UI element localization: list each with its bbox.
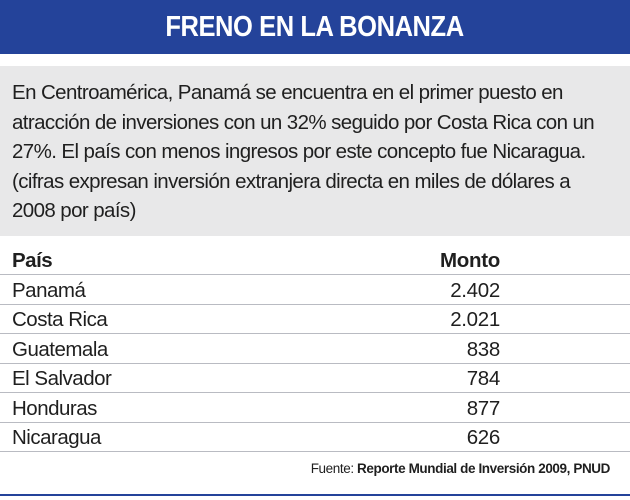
country-cell: Panamá <box>12 278 86 302</box>
table-row: Guatemala 838 <box>0 334 630 364</box>
amount-cell: 838 <box>466 337 501 361</box>
source-name: Reporte Mundial de Inversión 2009, PNUD <box>357 461 610 476</box>
table-row: Nicaragua 626 <box>0 423 630 452</box>
amount-cell: 877 <box>466 396 501 420</box>
country-cell: Costa Rica <box>12 308 108 331</box>
table-row: El Salvador 784 <box>0 364 630 393</box>
table-row: Costa Rica 2.021 <box>0 305 630 334</box>
intro-text: En Centroamérica, Panamá se encuentra en… <box>12 81 595 223</box>
page-title: FRENO EN LA BONANZA <box>165 10 465 43</box>
amount-cell: 784 <box>466 367 501 390</box>
amount-cell: 626 <box>466 426 501 449</box>
header-banner: FRENO EN LA BONANZA <box>0 0 630 54</box>
column-header-country: País <box>12 249 53 272</box>
country-cell: Nicaragua <box>12 426 101 449</box>
country-cell: Honduras <box>12 396 97 420</box>
column-header-amount: Monto <box>440 249 500 272</box>
amount-cell: 2.021 <box>450 308 500 331</box>
intro-box: En Centroamérica, Panamá se encuentra en… <box>0 66 630 236</box>
source-label: Fuente: <box>310 461 354 476</box>
country-cell: Guatemala <box>12 337 108 361</box>
table-row: Panamá 2.402 <box>0 275 630 305</box>
source-note: Fuente: Reporte Mundial de Inversión 200… <box>310 461 611 476</box>
investment-table: País Monto Panamá 2.402 Costa Rica 2.021… <box>0 245 630 452</box>
table-row: Honduras 877 <box>0 393 630 423</box>
amount-cell: 2.402 <box>450 278 500 302</box>
country-cell: El Salvador <box>12 367 112 390</box>
table-header-row: País Monto <box>0 245 630 275</box>
bottom-divider <box>0 494 630 496</box>
